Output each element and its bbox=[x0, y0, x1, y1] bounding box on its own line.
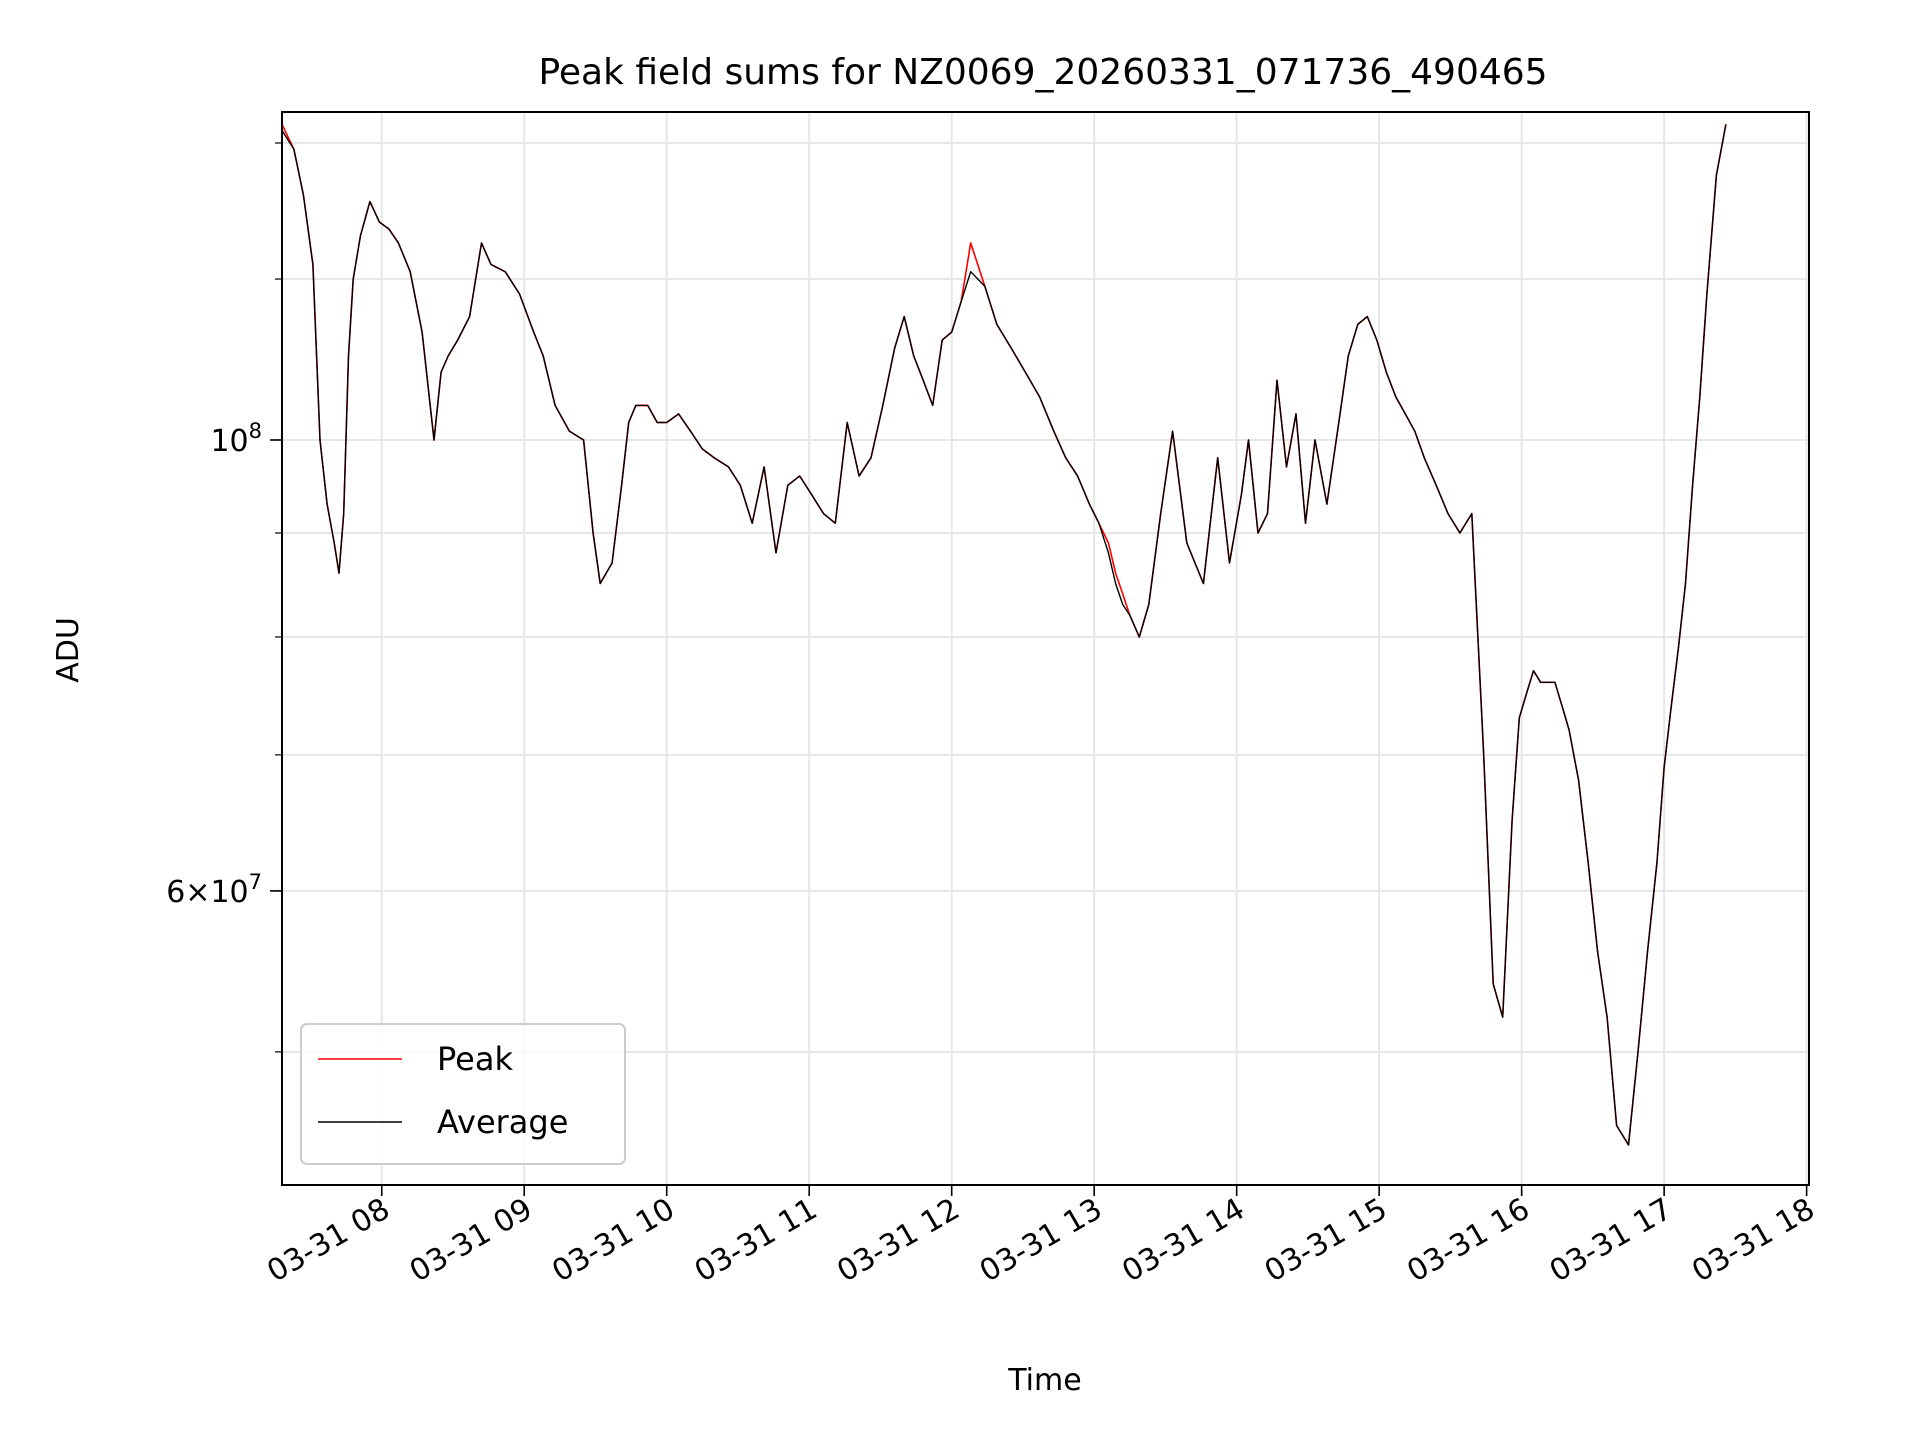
chart-title: Peak field sums for NZ0069_20260331_0717… bbox=[538, 52, 1547, 93]
x-axis-label: Time bbox=[1007, 1363, 1081, 1398]
y-tick-base: 10 bbox=[210, 424, 248, 459]
grid bbox=[282, 112, 1809, 1185]
y-tick-label: 108 bbox=[210, 419, 262, 459]
y-tick-exponent: 8 bbox=[249, 419, 262, 443]
y-tick-times: × bbox=[185, 875, 210, 910]
average-series-line bbox=[281, 124, 1727, 1146]
legend: Peak Average bbox=[300, 1023, 626, 1165]
legend-peak-label: Peak bbox=[437, 1040, 513, 1078]
y-tick-label: 6×107 bbox=[166, 870, 262, 910]
y-tick-base: 10 bbox=[210, 875, 248, 910]
legend-average-label: Average bbox=[437, 1103, 568, 1141]
y-tick-coef: 6 bbox=[166, 875, 185, 910]
plot-frame bbox=[281, 111, 1810, 1186]
y-tick-exponent: 7 bbox=[249, 870, 262, 894]
y-axis-label: ADU bbox=[51, 617, 86, 683]
series-lines bbox=[281, 123, 1727, 1146]
